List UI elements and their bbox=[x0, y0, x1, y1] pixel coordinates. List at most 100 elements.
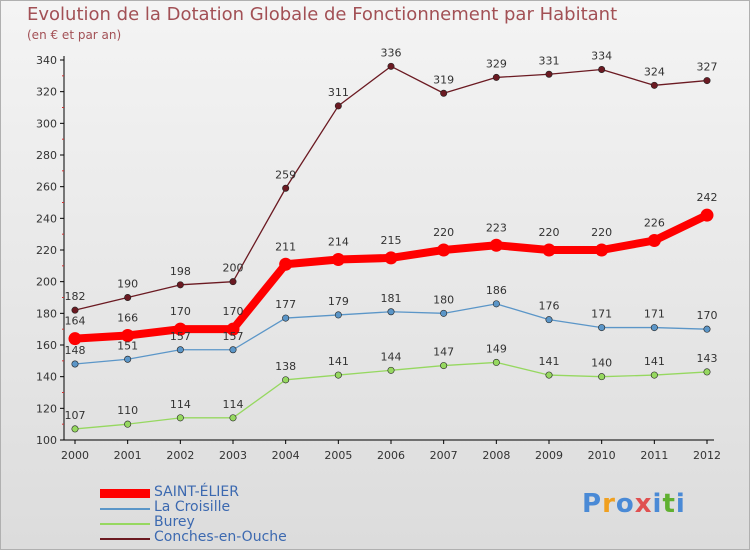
legend-label: SAINT-ÉLIER bbox=[154, 484, 239, 500]
data-point bbox=[387, 366, 395, 374]
data-label: 147 bbox=[433, 346, 454, 359]
x-tick-label: 2005 bbox=[324, 449, 352, 462]
data-point bbox=[703, 325, 711, 333]
data-point bbox=[387, 308, 395, 316]
data-label: 170 bbox=[697, 309, 718, 322]
data-point bbox=[700, 208, 714, 222]
data-point bbox=[545, 316, 553, 324]
legend-label: La Croisille bbox=[154, 499, 231, 515]
chart-subtitle: (en € et par an) bbox=[27, 28, 122, 42]
x-tick-label: 2006 bbox=[377, 449, 405, 462]
data-label: 171 bbox=[644, 308, 665, 321]
data-label: 114 bbox=[170, 398, 191, 411]
data-point bbox=[68, 332, 82, 346]
data-label: 329 bbox=[486, 57, 507, 70]
legend-item-saint-elier: SAINT-ÉLIER bbox=[100, 484, 400, 501]
data-label: 176 bbox=[539, 300, 560, 313]
y-tick-label: 260 bbox=[36, 181, 57, 194]
legend-swatch-saint-elier bbox=[100, 489, 150, 498]
y-tick-label: 140 bbox=[36, 371, 57, 384]
data-label: 198 bbox=[170, 265, 191, 278]
data-point bbox=[282, 314, 290, 322]
data-label: 186 bbox=[486, 284, 507, 297]
data-label: 110 bbox=[117, 404, 138, 417]
data-point bbox=[647, 234, 661, 247]
data-label: 148 bbox=[65, 344, 86, 357]
logo-letter: P bbox=[582, 489, 603, 519]
data-point bbox=[598, 373, 606, 381]
x-tick-label: 2010 bbox=[588, 449, 616, 462]
data-point bbox=[492, 73, 500, 81]
data-point bbox=[384, 251, 398, 265]
legend-item-la-croisille: La Croisille bbox=[100, 499, 400, 516]
data-label: 138 bbox=[275, 360, 296, 373]
data-point bbox=[124, 293, 132, 301]
data-point bbox=[226, 322, 240, 336]
data-point bbox=[545, 371, 553, 379]
data-point bbox=[176, 414, 184, 422]
y-tick-label: 120 bbox=[36, 402, 57, 415]
chart-data-labels: 164 166 170 170 211 214 215 220 223 220 220 226 242 1… bbox=[65, 46, 718, 422]
data-point bbox=[440, 89, 448, 97]
y-tick-label: 220 bbox=[36, 244, 57, 257]
data-label: 336 bbox=[381, 46, 402, 59]
data-point bbox=[650, 324, 658, 332]
data-label: 166 bbox=[117, 312, 138, 325]
data-point bbox=[489, 238, 503, 252]
data-label: 226 bbox=[644, 217, 665, 230]
data-label: 215 bbox=[381, 234, 402, 247]
data-label: 157 bbox=[170, 330, 191, 343]
x-tick-label: 2009 bbox=[535, 449, 563, 462]
data-label: 164 bbox=[65, 315, 86, 328]
y-tick-label: 340 bbox=[36, 54, 57, 67]
data-point bbox=[703, 368, 711, 376]
data-label: 140 bbox=[591, 357, 612, 370]
y-tick-label: 320 bbox=[36, 86, 57, 99]
x-tick-label: 2008 bbox=[482, 449, 510, 462]
x-tick-label: 2001 bbox=[114, 449, 142, 462]
x-tick-label: 2000 bbox=[61, 449, 89, 462]
data-label: 211 bbox=[275, 240, 296, 253]
data-point bbox=[492, 358, 500, 366]
data-point bbox=[173, 322, 187, 336]
data-label: 107 bbox=[65, 409, 86, 422]
y-tick-label: 180 bbox=[36, 307, 57, 320]
data-point bbox=[331, 253, 345, 266]
data-label: 181 bbox=[381, 292, 402, 305]
data-label: 324 bbox=[644, 65, 665, 78]
data-label: 331 bbox=[539, 54, 560, 67]
data-label: 141 bbox=[539, 355, 560, 368]
legend: SAINT-ÉLIER La Croisille Burey Conches-e… bbox=[100, 484, 400, 546]
data-point bbox=[71, 306, 79, 314]
data-point bbox=[121, 329, 135, 342]
data-point bbox=[334, 102, 342, 110]
legend-swatch-conches-en-ouche bbox=[100, 538, 150, 540]
chart-title: Evolution de la Dotation Globale de Fonc… bbox=[27, 4, 618, 25]
y-tick-label: 160 bbox=[36, 339, 57, 352]
x-tick-label: 2002 bbox=[166, 449, 194, 462]
data-label: 141 bbox=[644, 355, 665, 368]
chart-series bbox=[68, 62, 714, 433]
data-label: 141 bbox=[328, 355, 349, 368]
data-point bbox=[71, 360, 79, 368]
logo-letter: i bbox=[652, 489, 663, 519]
legend-label: Conches-en-Ouche bbox=[154, 529, 287, 545]
data-label: 214 bbox=[328, 236, 349, 249]
data-label: 144 bbox=[381, 350, 402, 363]
logo-letter: o bbox=[615, 489, 635, 519]
data-point bbox=[334, 371, 342, 379]
logo-letter: t bbox=[662, 489, 676, 519]
data-point bbox=[229, 414, 237, 422]
data-point bbox=[282, 184, 290, 192]
data-point bbox=[650, 81, 658, 89]
data-label: 259 bbox=[275, 168, 296, 181]
data-label: 182 bbox=[65, 290, 86, 303]
legend-label: Burey bbox=[154, 514, 195, 530]
data-point bbox=[440, 362, 448, 370]
legend-item-burey: Burey bbox=[100, 514, 400, 531]
data-point bbox=[334, 311, 342, 319]
data-point bbox=[229, 278, 237, 286]
data-point bbox=[440, 309, 448, 317]
y-tick-label: 240 bbox=[36, 212, 57, 225]
